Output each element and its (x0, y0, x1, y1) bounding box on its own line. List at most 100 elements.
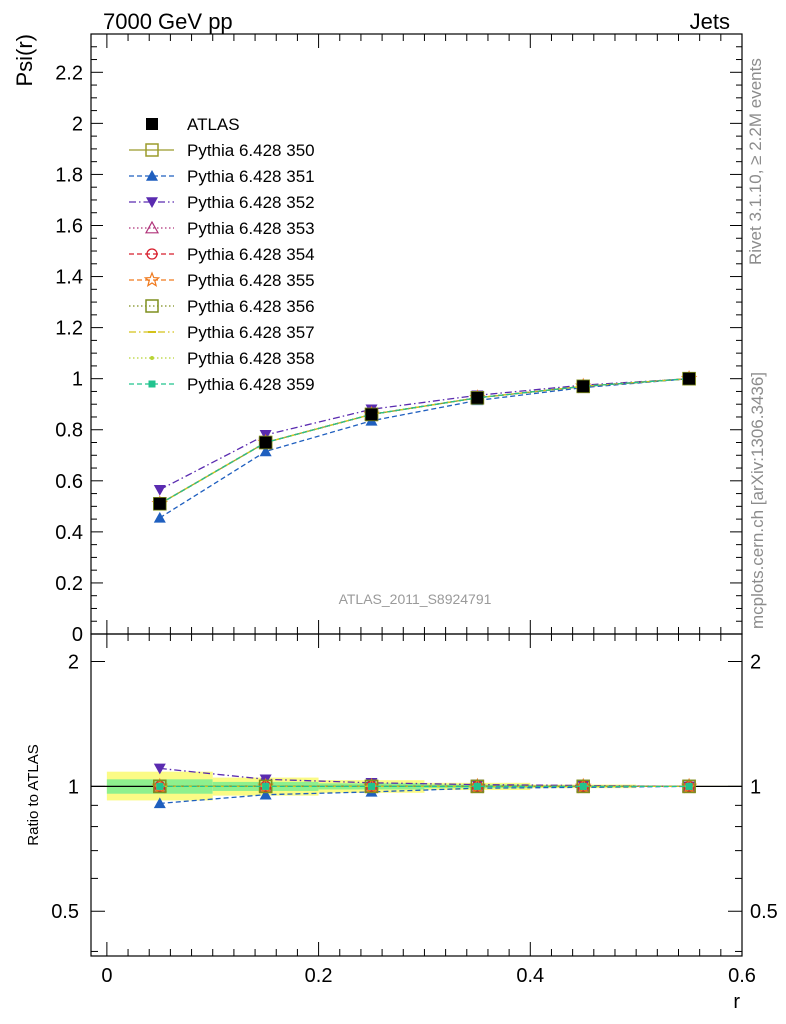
legend-item: Pythia 6.428 356 (129, 297, 315, 316)
series-line (159, 378, 690, 505)
marker-shape (368, 782, 376, 790)
x-tick-label: 0.4 (516, 965, 544, 987)
legend-marker (146, 248, 158, 260)
y-axis-label: Psi(r) (12, 34, 37, 87)
legend-label: ATLAS (187, 115, 240, 134)
marker-shape (144, 220, 160, 234)
x-tick-label: 0.6 (728, 965, 756, 987)
ratio-series-pythia-6.428-359 (156, 782, 693, 790)
ratio-frame (90, 633, 743, 957)
ratio-data-point (153, 763, 166, 775)
series-line (159, 378, 690, 505)
marker-shape (145, 299, 159, 313)
y-tick-label: 1 (72, 369, 83, 391)
data-point (153, 511, 166, 523)
legend-marker (145, 143, 159, 157)
marker-shape (146, 170, 158, 181)
marker-shape (365, 408, 378, 421)
marker-shape (259, 788, 272, 800)
header-right: Jets (690, 9, 730, 34)
series-line (159, 378, 690, 491)
y-tick-label: 0.8 (55, 420, 83, 442)
legend-label: Pythia 6.428 358 (187, 349, 315, 368)
ratio-y-tick-label-right: 0.5 (750, 901, 778, 923)
marker-shape (153, 511, 166, 523)
data-point (153, 484, 166, 496)
legend-marker (144, 220, 160, 234)
marker-shape (473, 782, 481, 790)
legend-marker (146, 118, 158, 130)
legend-label: Pythia 6.428 352 (187, 193, 315, 212)
data-point (259, 445, 272, 457)
marker-shape (471, 391, 484, 404)
legend-item: Pythia 6.428 351 (129, 167, 315, 186)
legend-item: Pythia 6.428 354 (129, 245, 315, 264)
legend-item: Pythia 6.428 355 (129, 271, 315, 290)
main-panel: 0 0.2 0.4 0.6 0.8 1 1.2 1.4 1.6 1.8 2 2.2 Psi(r) (12, 33, 743, 646)
series-line (159, 378, 690, 505)
legend-marker (146, 197, 158, 208)
y-tick-label: 1.8 (55, 164, 83, 186)
marker-shape (156, 782, 164, 790)
ratio-series-line (159, 767, 690, 788)
x-tick-label: 0 (101, 965, 112, 987)
series-line (159, 378, 690, 505)
legend-marker (148, 380, 156, 388)
y-tick-label: 0.6 (55, 471, 83, 493)
marker-shape (153, 497, 166, 510)
legend-label: Pythia 6.428 354 (187, 245, 315, 264)
y-tick-label: 0.4 (55, 522, 83, 544)
series-pythia-6.428-358 (157, 376, 692, 506)
legend-item: ATLAS (146, 115, 240, 134)
ratio-data-point (579, 782, 587, 790)
marker-shape (148, 380, 156, 388)
marker-shape (259, 436, 272, 449)
legend-label: Pythia 6.428 355 (187, 271, 315, 290)
legend-label: Pythia 6.428 353 (187, 219, 315, 238)
legend-label: Pythia 6.428 359 (187, 375, 315, 394)
y-tick-label: 1.2 (55, 318, 83, 340)
marker-shape (146, 248, 158, 260)
series-line (159, 378, 690, 505)
marker-shape (143, 271, 161, 288)
marker-shape (259, 445, 272, 457)
y-tick-label: 2 (72, 113, 83, 135)
legend-item: Pythia 6.428 357 (129, 323, 315, 342)
marker-shape (146, 118, 158, 130)
legend-item: Pythia 6.428 358 (129, 349, 315, 368)
series-line (159, 378, 690, 519)
data-point (259, 436, 272, 449)
ratio-data-point (473, 782, 481, 790)
series-line (159, 378, 690, 505)
marker-shape (153, 484, 166, 496)
ratio-data-point (262, 782, 270, 790)
legend-item: Pythia 6.428 353 (129, 219, 315, 238)
data-point (153, 497, 166, 510)
ratio-data-point (685, 782, 693, 790)
ratio-y-tick-label: 1 (68, 776, 79, 798)
marker-shape (150, 356, 154, 360)
data-point (365, 408, 378, 421)
marker-shape (577, 380, 590, 393)
marker-shape (683, 372, 696, 385)
legend-marker (145, 299, 159, 313)
series-pythia-6.428-357 (155, 377, 694, 505)
legend-label: Pythia 6.428 356 (187, 297, 315, 316)
ratio-y-tick-label: 0.5 (51, 901, 79, 923)
marker-shape (685, 782, 693, 790)
series-line (159, 378, 690, 505)
ratio-data-point (368, 782, 376, 790)
ratio-y-tick-label-right: 2 (750, 652, 761, 674)
ratio-y-tick-label: 2 (68, 652, 79, 674)
x-axis-label: r (733, 991, 740, 1013)
watermark: ATLAS_2011_S8924791 (339, 591, 492, 607)
data-point (683, 372, 696, 385)
side-label-top: Rivet 3.1.10, ≥ 2.2M events (746, 58, 765, 265)
data-point (577, 380, 590, 393)
marker-shape (146, 197, 158, 208)
series-line (159, 378, 690, 505)
ratio-data-point (259, 788, 272, 800)
x-tick-label: 0.2 (305, 965, 333, 987)
legend-label: Pythia 6.428 357 (187, 323, 315, 342)
